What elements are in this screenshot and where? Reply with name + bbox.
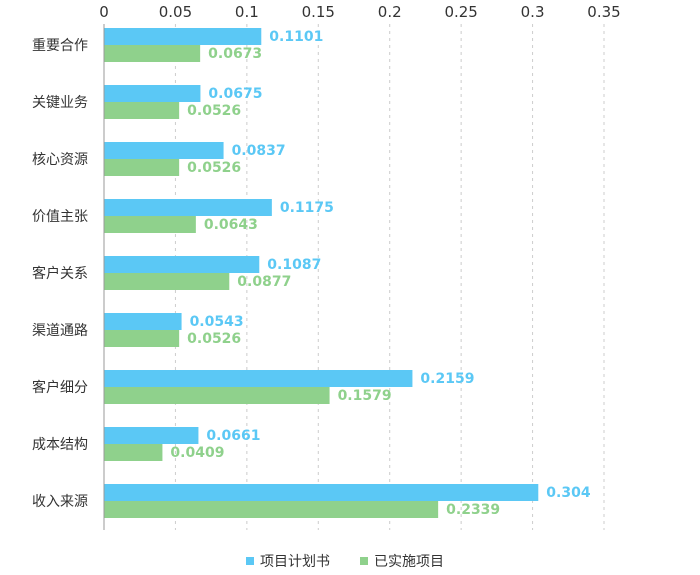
x-tick-label: 0.3 bbox=[521, 3, 545, 21]
category-label: 成本结构 bbox=[32, 437, 88, 453]
bar-implemented[interactable] bbox=[104, 273, 230, 290]
legend-item-label[interactable]: 项目计划书 bbox=[260, 554, 330, 570]
grid-lines bbox=[174, 24, 605, 530]
x-tick-label: 0.1 bbox=[235, 3, 259, 21]
data-labels: 0.11010.06730.06750.05260.08370.05260.11… bbox=[170, 29, 590, 518]
data-label: 0.0673 bbox=[208, 46, 262, 62]
data-label: 0.0526 bbox=[187, 331, 241, 347]
bar-implemented[interactable] bbox=[104, 216, 196, 233]
category-label: 收入来源 bbox=[32, 494, 88, 510]
category-label: 核心资源 bbox=[32, 152, 88, 168]
data-label: 0.0526 bbox=[187, 103, 241, 119]
bar-implemented[interactable] bbox=[104, 387, 330, 404]
legend-item-label[interactable]: 已实施项目 bbox=[374, 554, 444, 570]
category-label: 关键业务 bbox=[32, 95, 88, 111]
bar-plan[interactable] bbox=[104, 85, 201, 102]
x-tick-label: 0.2 bbox=[378, 3, 402, 21]
bar-implemented[interactable] bbox=[104, 330, 180, 347]
bar-plan[interactable] bbox=[104, 313, 182, 330]
category-label: 渠道通路 bbox=[32, 323, 88, 339]
x-axis-ticks: 0 0.05 0.1 0.15 0.2 0.25 0.3 0.35 bbox=[99, 3, 620, 21]
bar-plan[interactable] bbox=[104, 142, 224, 159]
bar-plan[interactable] bbox=[104, 28, 262, 45]
data-label: 0.1101 bbox=[269, 29, 323, 45]
data-label: 0.304 bbox=[546, 485, 591, 501]
bar-plan[interactable] bbox=[104, 370, 413, 387]
bar-plan[interactable] bbox=[104, 256, 260, 273]
data-label: 0.0877 bbox=[237, 274, 291, 290]
x-tick-label: 0.35 bbox=[587, 3, 620, 21]
x-tick-label: 0.05 bbox=[159, 3, 192, 21]
data-label: 0.1175 bbox=[280, 200, 334, 216]
data-label: 0.0661 bbox=[206, 428, 260, 444]
data-label: 0.1579 bbox=[338, 388, 392, 404]
data-label: 0.0543 bbox=[190, 314, 244, 330]
legend[interactable]: 项目计划书 已实施项目 bbox=[246, 554, 444, 570]
bar-plan[interactable] bbox=[104, 199, 272, 216]
data-label: 0.0643 bbox=[204, 217, 258, 233]
x-tick-label: 0 bbox=[99, 3, 109, 21]
bars bbox=[104, 28, 539, 518]
bar-implemented[interactable] bbox=[104, 444, 163, 461]
category-label: 客户细分 bbox=[32, 379, 88, 396]
data-label: 0.1087 bbox=[267, 257, 321, 273]
data-label: 0.2339 bbox=[446, 502, 500, 518]
x-tick-label: 0.15 bbox=[302, 3, 335, 21]
bar-plan[interactable] bbox=[104, 427, 199, 444]
data-label: 0.0526 bbox=[187, 160, 241, 176]
bar-implemented[interactable] bbox=[104, 102, 180, 119]
bar-implemented[interactable] bbox=[104, 45, 201, 62]
data-label: 0.0837 bbox=[232, 143, 286, 159]
bar-implemented[interactable] bbox=[104, 501, 439, 518]
data-label: 0.2159 bbox=[420, 371, 474, 387]
bar-plan[interactable] bbox=[104, 484, 539, 501]
data-label: 0.0409 bbox=[170, 445, 224, 461]
legend-swatch bbox=[360, 557, 368, 565]
category-label: 重要合作 bbox=[32, 38, 88, 54]
category-label: 客户关系 bbox=[32, 265, 88, 282]
bar-implemented[interactable] bbox=[104, 159, 180, 176]
category-label: 价值主张 bbox=[32, 209, 88, 225]
legend-swatch bbox=[246, 557, 254, 565]
x-tick-label: 0.25 bbox=[444, 3, 477, 21]
data-label: 0.0675 bbox=[208, 86, 262, 102]
